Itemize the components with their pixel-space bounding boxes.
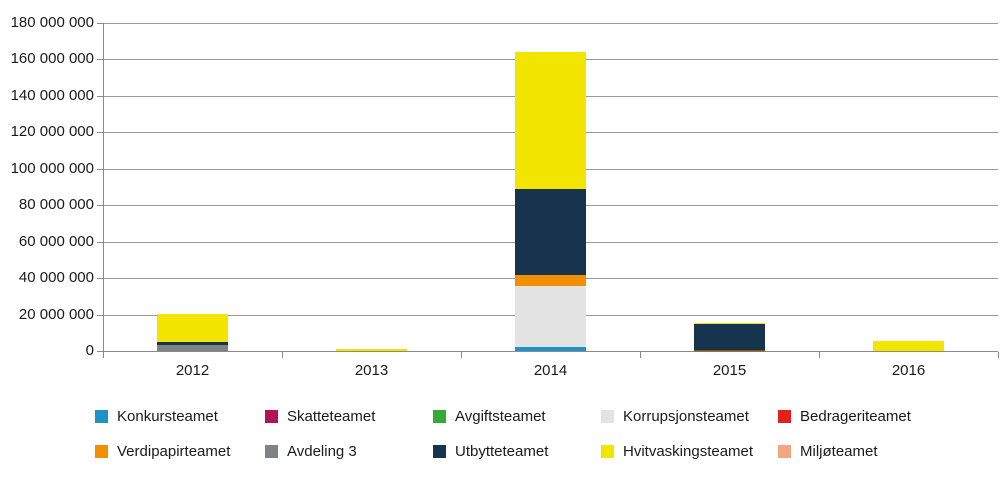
legend-swatch-icon: [433, 445, 446, 458]
x-axis-tick: [819, 352, 820, 358]
y-axis-tick: [97, 205, 103, 207]
x-axis-label-2013: 2013: [354, 362, 389, 379]
legend-label: Utbytteteamet: [455, 443, 549, 460]
bar-segment-utbytteteamet-2012: [157, 341, 228, 345]
y-axis-tick: [97, 314, 103, 316]
x-axis-tick: [461, 352, 462, 358]
y-axis-tick: [97, 132, 103, 134]
y-axis-label: 80 000 000: [18, 196, 94, 214]
x-axis-tick: [282, 352, 283, 358]
y-axis-label: 20 000 000: [18, 305, 94, 323]
y-axis-label: 160 000 000: [10, 50, 94, 68]
x-axis-tick: [640, 352, 641, 358]
x-axis-label-2015: 2015: [712, 362, 747, 379]
y-axis-tick: [97, 278, 103, 280]
legend-label: Hvitvaskingsteamet: [623, 443, 754, 460]
bar-segment-utbytteteamet-2015: [694, 324, 765, 351]
legend-item-skatteteamet: Skatteteamet: [265, 408, 375, 425]
y-axis-label: 120 000 000: [10, 123, 94, 141]
y-axis-label: 60 000 000: [18, 232, 94, 250]
legend-swatch-icon: [433, 410, 446, 423]
bar-segment-konkursteamet-2014: [515, 347, 586, 351]
legend-swatch-icon: [778, 445, 791, 458]
legend-label: Konkursteamet: [117, 408, 218, 425]
legend-item-miljøteamet: Miljøteamet: [778, 443, 878, 460]
bar-segment-hvitvaskingsteamet-2015: [694, 323, 765, 325]
legend-swatch-icon: [265, 445, 278, 458]
legend-item-verdipapirteamet: Verdipapirteamet: [95, 443, 230, 460]
y-axis-tick: [97, 241, 103, 243]
legend-swatch-icon: [778, 410, 791, 423]
legend-label: Miljøteamet: [800, 443, 878, 460]
bar-segment-utbytteteamet-2014: [515, 188, 586, 276]
y-axis-tick: [97, 168, 103, 170]
legend-label: Avdeling 3: [287, 443, 357, 460]
y-axis-line: [103, 23, 104, 352]
x-axis-label-2016: 2016: [891, 362, 926, 379]
legend-label: Korrupsjonsteamet: [623, 408, 749, 425]
bar-segment-hvitvaskingsteamet-2013: [336, 348, 407, 351]
legend-label: Verdipapirteamet: [117, 443, 231, 460]
y-axis-label: 100 000 000: [10, 159, 94, 177]
legend-swatch-icon: [265, 410, 278, 423]
bar-segment-hvitvaskingsteamet-2012: [157, 313, 228, 342]
legend-item-avdeling-3: Avdeling 3: [265, 443, 357, 460]
x-axis-tick: [103, 352, 104, 358]
y-axis-tick: [97, 59, 103, 61]
legend-item-utbytteteamet: Utbytteteamet: [433, 443, 548, 460]
legend-item-konkursteamet: Konkursteamet: [95, 408, 218, 425]
legend-swatch-icon: [601, 410, 614, 423]
x-axis-label-2014: 2014: [533, 362, 568, 379]
x-axis-tick: [998, 352, 999, 358]
y-axis-label: 40 000 000: [18, 269, 94, 287]
legend-swatch-icon: [95, 410, 108, 423]
y-axis-tick: [97, 95, 103, 97]
legend-swatch-icon: [601, 445, 614, 458]
legend-label: Skatteteamet: [287, 408, 376, 425]
x-axis-label-2012: 2012: [175, 362, 210, 379]
x-axis-line: [103, 351, 998, 352]
legend-item-avgiftsteamet: Avgiftsteamet: [433, 408, 546, 425]
y-axis-label: 0: [85, 342, 94, 359]
legend-item-korrupsjonsteamet: Korrupsjonsteamet: [601, 408, 749, 425]
y-axis-tick: [97, 23, 103, 24]
legend-label: Bedrageriteamet: [800, 408, 911, 425]
y-axis-label: 140 000 000: [10, 86, 94, 104]
y-axis-label: 180 000 000: [10, 14, 94, 31]
legend-item-bedrageriteamet: Bedrageriteamet: [778, 408, 911, 425]
bar-segment-hvitvaskingsteamet-2016: [873, 341, 944, 351]
y-axis-tick: [97, 351, 103, 352]
bar-segment-avdeling-3-2012: [157, 344, 228, 351]
bar-segment-korrupsjonsteamet-2014: [515, 286, 586, 348]
gridline: [103, 23, 998, 24]
legend-label: Avgiftsteamet: [455, 408, 546, 425]
bar-segment-verdipapirteamet-2014: [515, 275, 586, 287]
bar-segment-hvitvaskingsteamet-2014: [515, 52, 586, 189]
legend-item-hvitvaskingsteamet: Hvitvaskingsteamet: [601, 443, 753, 460]
legend-swatch-icon: [95, 445, 108, 458]
